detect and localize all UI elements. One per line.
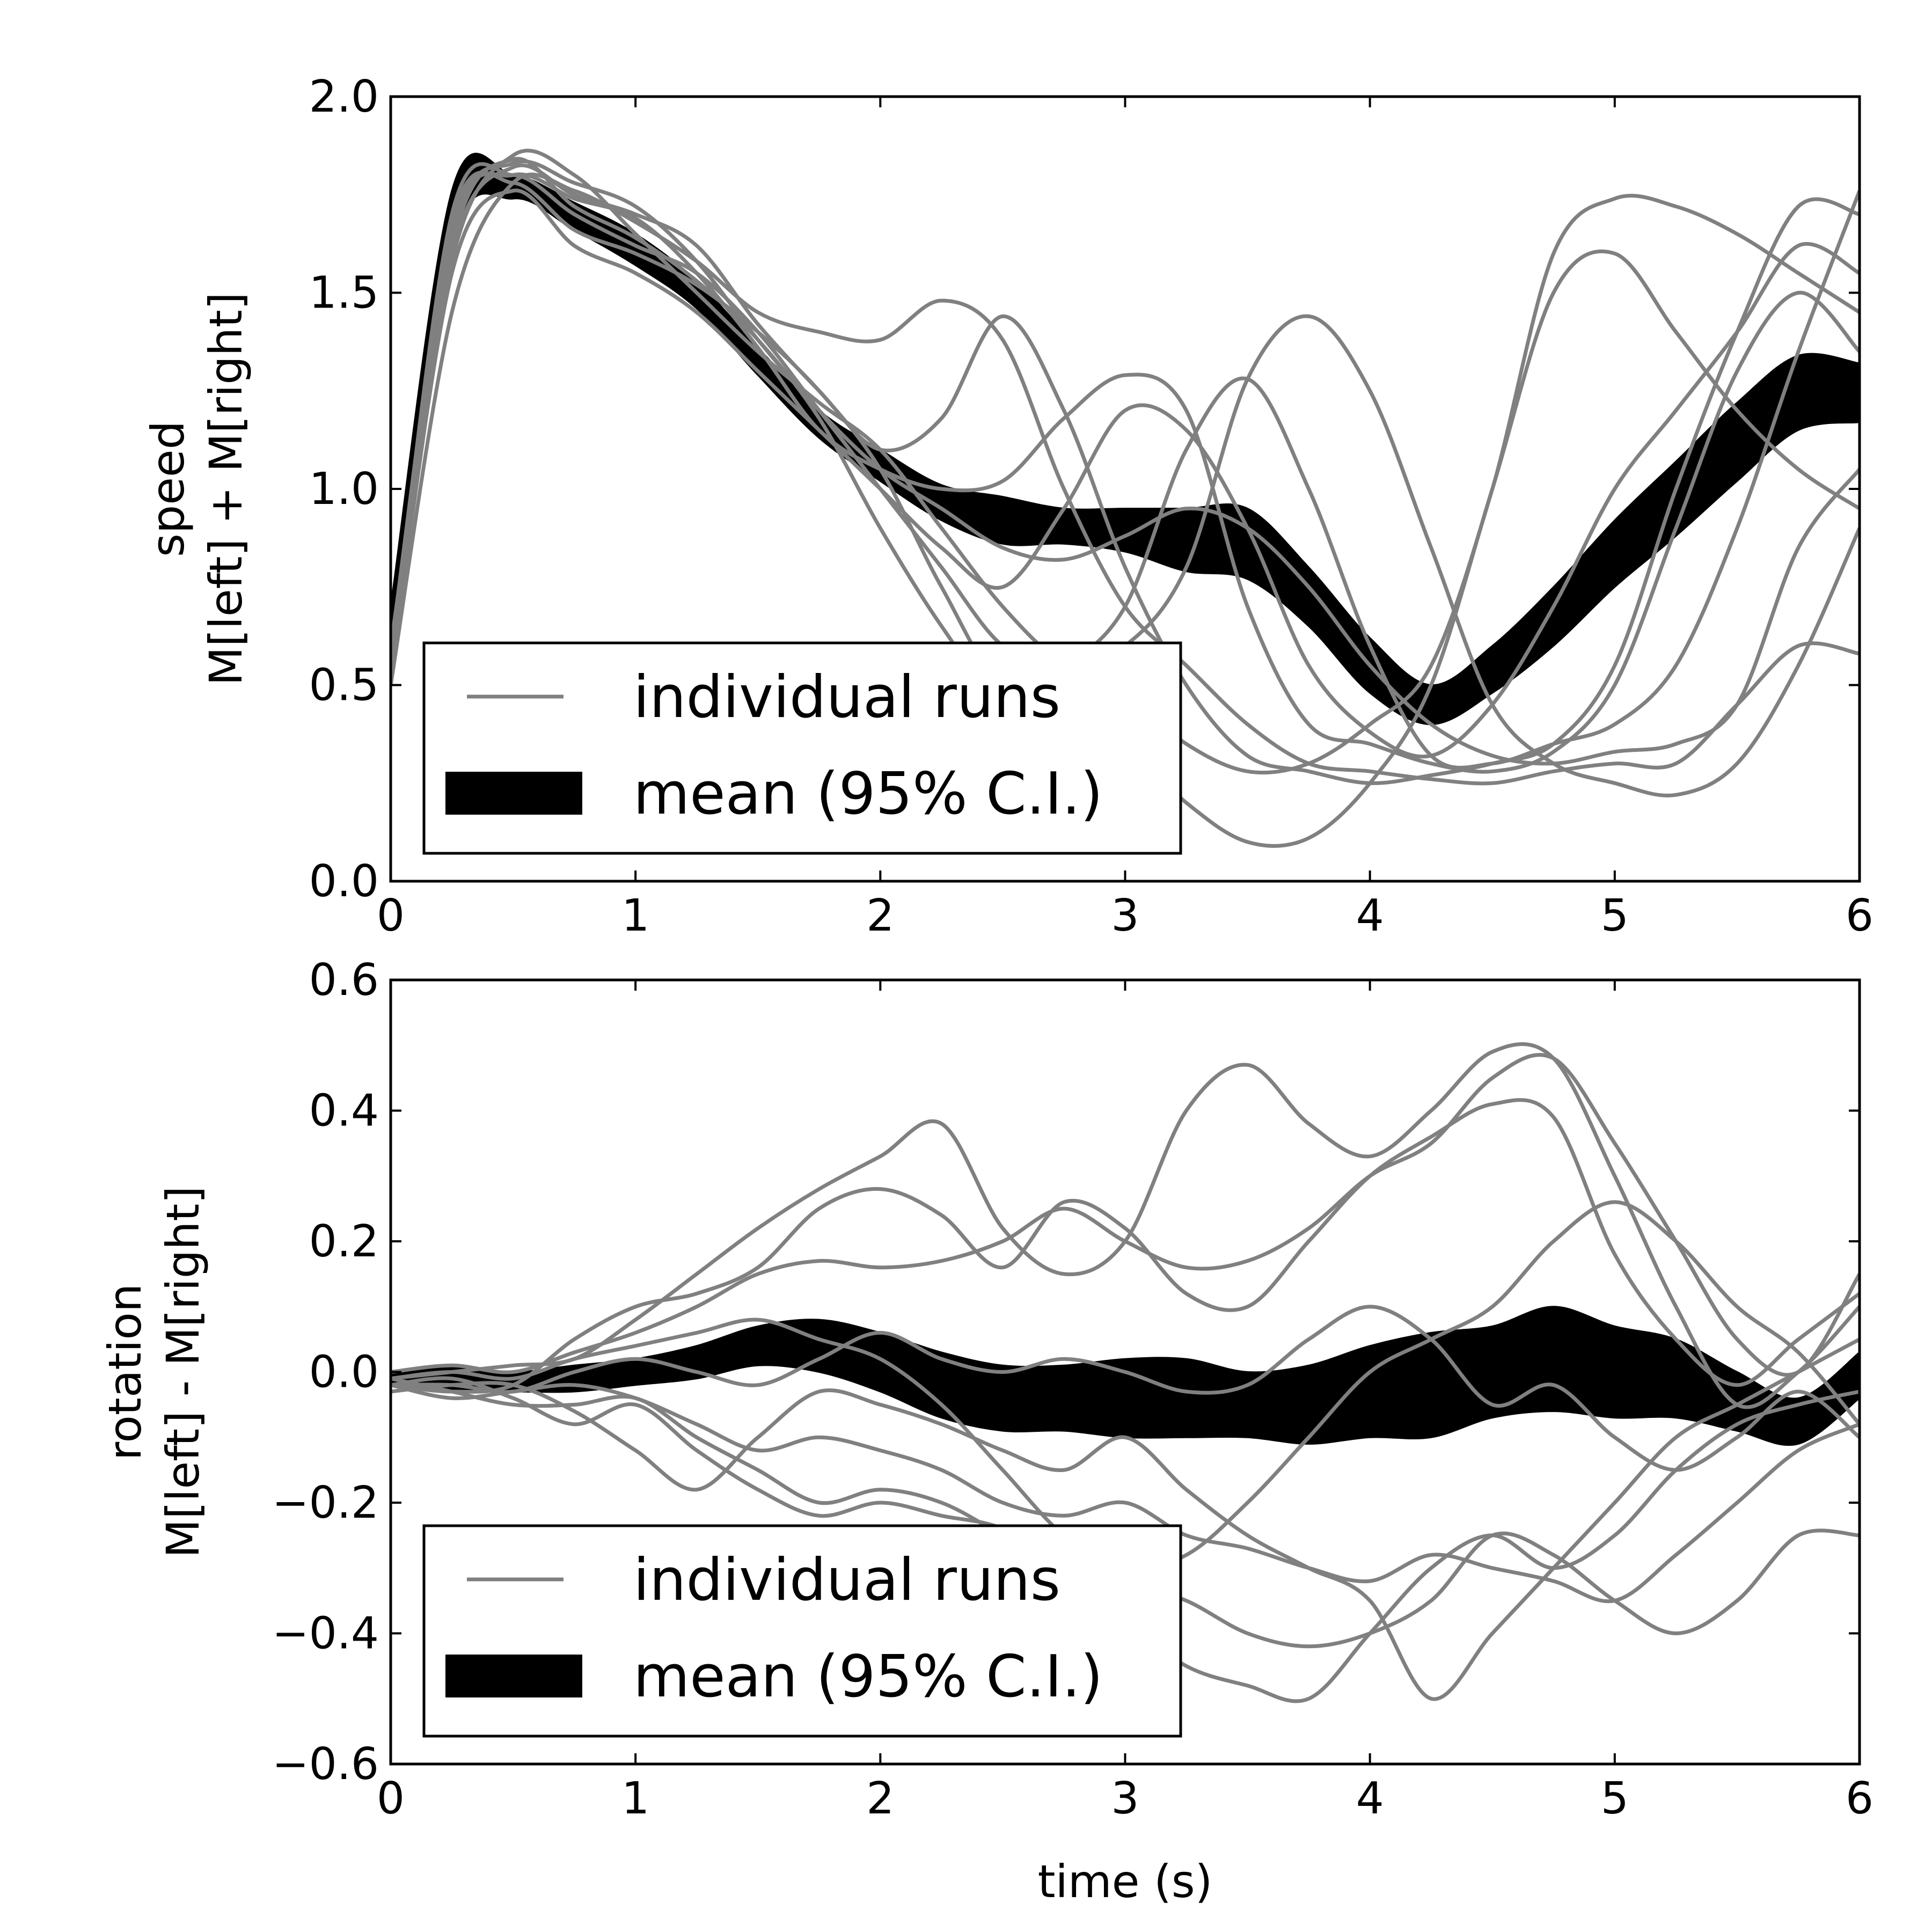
rotation-xtick-label: 3 [1111,1773,1139,1824]
speed-run-line-4 [391,159,1860,766]
rotation-legend-mean-swatch [445,1655,582,1697]
rotation-ylabel-line2: M[left] - M[right] [157,1186,209,1558]
speed-legend-box [422,641,1182,855]
rotation-run-line-5 [391,1305,1860,1472]
speed-xtick-label: 1 [621,890,649,941]
speed-xtick-label: 0 [377,890,405,941]
speed-panel: 0 1 2 3 4 5 6 0.0 0.5 1.0 1.5 2.0 speed M[left] + M… [142,71,1874,941]
speed-ylabel-line1: speed [142,421,194,557]
speed-run-line-9 [391,188,1860,759]
rotation-run-line-3 [391,1053,1860,1377]
speed-mean-band [391,152,1860,726]
speed-ytick-label: 2.0 [309,71,379,122]
speed-run-line-2 [391,163,1860,785]
rotation-ytick-label: −0.6 [272,1739,379,1790]
speed-ytick-label: 1.0 [309,464,379,515]
speed-legend-mean-label: mean (95% C.I.) [633,760,1103,828]
speed-mean-ci-band [391,152,1860,726]
rotation-ytick-label: 0.2 [309,1216,379,1267]
rotation-xtick-label: 5 [1601,1773,1629,1824]
speed-legend-runs-label: individual runs [633,664,1060,731]
rotation-mean-band [391,1306,1860,1446]
rotation-legend: individual runs mean (95% C.I.) [422,1524,1182,1738]
rotation-ytick-label: −0.4 [272,1608,379,1659]
speed-run-line-6 [391,170,1860,770]
rotation-panel: 0 1 2 3 4 5 6 −0.6 −0.4 −0.2 0.0 0.2 0.4 0.6 rotation… [99,955,1874,1908]
speed-run-line-8 [391,172,1860,774]
speed-ytick-label: 0.5 [309,660,379,711]
rotation-ytick-label: −0.2 [272,1477,379,1528]
rotation-ytick-label: 0.4 [309,1086,379,1137]
rotation-ytick-label: 0.0 [309,1347,379,1398]
rotation-run-line-8 [391,1337,1860,1701]
speed-legend-mean-swatch [445,772,582,815]
speed-run-line-1 [391,172,1860,786]
rotation-legend-box [422,1524,1182,1738]
speed-xtick-label: 5 [1601,890,1629,941]
speed-ticks: 0 1 2 3 4 5 6 0.0 0.5 1.0 1.5 2.0 [309,71,1874,941]
speed-legend: individual runs mean (95% C.I.) [422,641,1182,855]
speed-ylabel-line2: M[left] + M[right] [200,292,252,685]
speed-xtick-label: 3 [1111,890,1139,941]
rotation-ticks: 0 1 2 3 4 5 6 −0.6 −0.4 −0.2 0.0 0.2 0.4 0.6 [272,955,1874,1824]
rotation-run-line-9 [391,1383,1860,1604]
rotation-mean-ci-band [391,1306,1860,1446]
rotation-xtick-label: 0 [377,1773,405,1824]
rotation-ytick-label: 0.6 [309,955,379,1006]
speed-xtick-label: 4 [1356,890,1384,941]
speed-ytick-label: 0.0 [309,856,379,907]
speed-xtick-label: 2 [866,890,894,941]
rotation-legend-runs-label: individual runs [633,1547,1060,1614]
speed-xtick-label: 6 [1846,890,1874,941]
rotation-xlabel: time (s) [1038,1855,1213,1908]
rotation-xtick-label: 4 [1356,1773,1384,1824]
speed-ytick-label: 1.5 [309,268,379,319]
rotation-run-line-1 [391,1042,1860,1409]
rotation-xtick-label: 6 [1846,1773,1874,1824]
rotation-legend-mean-label: mean (95% C.I.) [633,1643,1103,1710]
rotation-xtick-label: 2 [866,1773,894,1824]
rotation-xtick-label: 1 [621,1773,649,1824]
rotation-ylabel-line1: rotation [99,1284,151,1460]
